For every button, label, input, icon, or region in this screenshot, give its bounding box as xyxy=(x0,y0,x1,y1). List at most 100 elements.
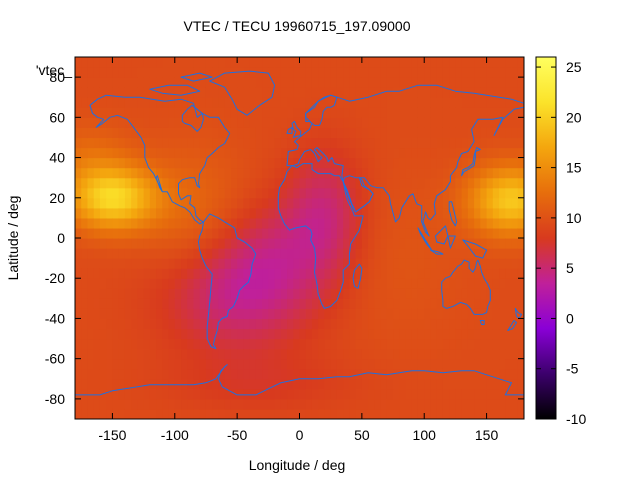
heatmap-cell xyxy=(430,318,438,330)
heatmap-cell xyxy=(205,248,213,259)
heatmap-cell xyxy=(255,348,263,360)
heatmap-cell xyxy=(268,227,276,239)
heatmap-cell xyxy=(343,328,350,340)
heatmap-cell xyxy=(355,358,363,370)
heatmap-cell xyxy=(417,57,425,68)
heatmap-cell xyxy=(517,288,524,299)
heatmap-cell xyxy=(156,107,163,118)
heatmap-cell xyxy=(499,167,506,179)
heatmap-cell xyxy=(280,248,288,259)
heatmap-cell xyxy=(181,137,188,149)
heatmap-cell xyxy=(417,408,425,419)
heatmap-cell xyxy=(361,227,369,239)
heatmap-cell xyxy=(243,378,251,390)
heatmap-cell xyxy=(361,248,369,259)
heatmap-cell xyxy=(368,358,375,370)
heatmap-cell xyxy=(368,197,375,209)
heatmap-cell xyxy=(461,97,469,108)
heatmap-cell xyxy=(318,67,326,78)
heatmap-cell xyxy=(399,197,407,209)
heatmap-cell xyxy=(143,358,151,370)
heatmap-cell xyxy=(436,248,444,259)
heatmap-cell xyxy=(480,408,488,419)
heatmap-cell xyxy=(486,238,494,249)
heatmap-cell xyxy=(343,57,350,68)
heatmap-cell xyxy=(492,97,500,108)
heatmap-cell xyxy=(374,328,382,340)
heatmap-cell xyxy=(486,338,494,350)
heatmap-cell xyxy=(268,147,276,159)
heatmap-cell xyxy=(349,127,357,139)
heatmap-cell xyxy=(318,408,326,419)
heatmap-cell xyxy=(386,288,394,299)
heatmap-cell xyxy=(368,97,375,108)
heatmap-cell xyxy=(293,388,301,400)
heatmap-cell xyxy=(287,87,294,98)
heatmap-cell xyxy=(93,398,101,410)
heatmap-cell xyxy=(199,157,207,169)
heatmap-cell xyxy=(405,137,413,149)
heatmap-cell xyxy=(411,368,419,380)
heatmap-cell xyxy=(361,157,369,169)
heatmap-cell xyxy=(474,388,481,400)
heatmap-cell xyxy=(474,398,481,410)
heatmap-cell xyxy=(343,227,350,239)
heatmap-cell xyxy=(455,388,463,400)
heatmap-cell xyxy=(187,167,195,179)
heatmap-cell xyxy=(505,147,513,159)
heatmap-cell xyxy=(386,97,394,108)
heatmap-cell xyxy=(293,57,301,68)
heatmap-cell xyxy=(75,217,82,229)
heatmap-cell xyxy=(380,268,388,279)
heatmap-cell xyxy=(287,117,294,128)
heatmap-cell xyxy=(149,57,157,68)
heatmap-cell xyxy=(99,197,107,209)
heatmap-cell xyxy=(106,328,114,340)
y-tick-label: 20 xyxy=(49,190,65,206)
heatmap-cell xyxy=(405,117,413,128)
heatmap-cell xyxy=(274,408,282,419)
heatmap-cell xyxy=(149,97,157,108)
heatmap-cell xyxy=(436,328,444,340)
heatmap-cell xyxy=(467,217,475,229)
heatmap-cell xyxy=(374,87,382,98)
heatmap-cell xyxy=(355,117,363,128)
heatmap-cell xyxy=(330,258,338,269)
heatmap-cell xyxy=(205,117,213,128)
heatmap-cell xyxy=(311,227,319,239)
heatmap-cell xyxy=(430,328,438,340)
heatmap-cell xyxy=(124,77,132,88)
heatmap-cell xyxy=(430,238,438,249)
heatmap-cell xyxy=(149,177,157,189)
heatmap-cell xyxy=(324,187,332,199)
heatmap-cell xyxy=(349,207,357,219)
heatmap-cell xyxy=(81,117,89,128)
heatmap-cell xyxy=(430,167,438,179)
heatmap-cell xyxy=(162,308,170,320)
heatmap-cell xyxy=(181,308,188,320)
heatmap-cell xyxy=(237,157,244,169)
heatmap-cell xyxy=(274,217,282,229)
heatmap-cell xyxy=(249,238,257,249)
heatmap-cell xyxy=(199,97,207,108)
heatmap-cell xyxy=(293,378,301,390)
heatmap-cell xyxy=(436,197,444,209)
heatmap-cell xyxy=(212,67,220,78)
heatmap-cell xyxy=(336,77,344,88)
heatmap-cell xyxy=(87,388,95,400)
heatmap-cell xyxy=(467,248,475,259)
heatmap-cell xyxy=(237,278,244,289)
heatmap-cell xyxy=(436,308,444,320)
heatmap-cell xyxy=(405,308,413,320)
heatmap-cell xyxy=(368,298,375,309)
heatmap-cell xyxy=(355,167,363,179)
heatmap-cell xyxy=(330,87,338,98)
heatmap-cell xyxy=(106,87,114,98)
heatmap-cell xyxy=(274,308,282,320)
heatmap-cell xyxy=(237,408,244,419)
heatmap-cell xyxy=(174,298,182,309)
heatmap-cell xyxy=(293,238,301,249)
heatmap-cell xyxy=(274,177,282,189)
heatmap-cell xyxy=(499,197,506,209)
